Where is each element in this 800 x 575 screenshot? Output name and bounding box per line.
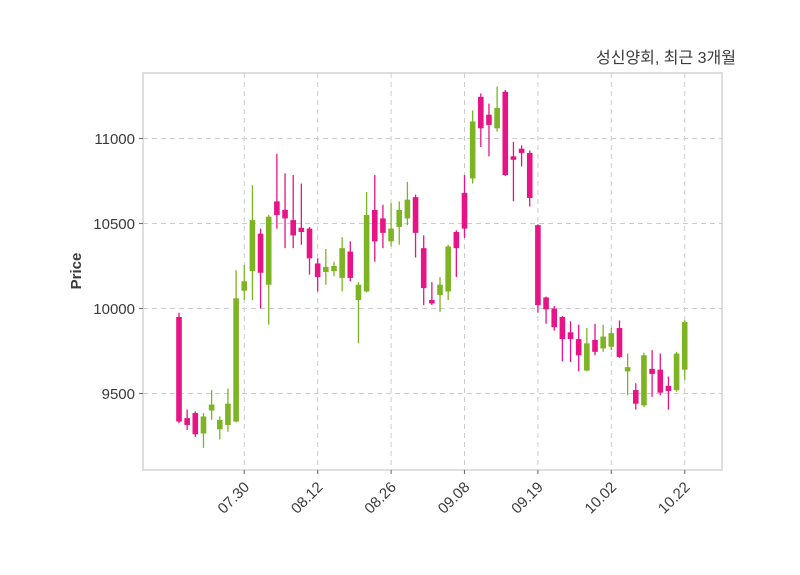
candle-body-down <box>420 248 427 289</box>
candle-body-down <box>551 308 558 328</box>
candle-body-up <box>241 281 248 291</box>
candle-body-down <box>592 339 598 352</box>
y-tick-label: 10500 <box>93 216 135 233</box>
x-tick-label: 10.02 <box>582 479 621 518</box>
candle-body-up <box>681 322 688 370</box>
y-tick-label: 10000 <box>93 301 135 318</box>
candle-body-down <box>347 251 354 278</box>
candle-body-up <box>469 121 476 179</box>
plot-border <box>142 72 723 471</box>
candle-body-down <box>298 227 305 232</box>
candle-body-down <box>282 209 288 219</box>
candle-body-up <box>584 343 590 371</box>
candle-body-up <box>600 336 606 349</box>
candle-body-down <box>543 297 549 310</box>
candle-body-up <box>363 215 370 292</box>
candle-body-down <box>380 218 386 233</box>
y-axis-label: Price <box>68 252 85 290</box>
x-tick-label: 09.19 <box>508 479 547 518</box>
candle-body-up <box>624 367 631 372</box>
candle-body-up <box>233 298 239 422</box>
candle-body-down <box>274 201 280 215</box>
y-tick-label: 11000 <box>94 131 135 148</box>
candle-body-down <box>306 228 313 259</box>
x-tick-label: 08.12 <box>288 479 327 518</box>
candle-body-up <box>404 199 411 219</box>
candle-body-down <box>486 114 492 125</box>
candle-body-down <box>502 91 509 176</box>
candle-body-down <box>518 148 525 153</box>
candle-body-down <box>412 197 419 233</box>
candle-body-up <box>494 107 500 129</box>
candle-body-down <box>176 317 182 422</box>
candle-body-down <box>478 96 484 129</box>
candle-body-down <box>371 209 378 242</box>
candle-body-up <box>323 266 329 272</box>
candle-body-up <box>265 216 272 285</box>
candle-body-down <box>616 328 623 357</box>
candle-body-down <box>535 225 541 306</box>
candle-body-down <box>632 390 639 404</box>
candle-body-up <box>396 209 403 227</box>
candle-body-down <box>184 418 190 425</box>
candle-body-down <box>290 220 296 236</box>
candle-body-up <box>208 404 215 411</box>
candle-body-down <box>314 263 321 278</box>
candle-body-down <box>429 300 435 304</box>
candle-body-down <box>461 192 468 229</box>
candle-body-up <box>249 220 256 272</box>
candle-body-up <box>225 403 231 425</box>
candle-body-up <box>331 266 337 272</box>
candle-body-down <box>510 156 517 160</box>
candle-body-up <box>608 333 615 347</box>
candle-body-up <box>200 416 207 434</box>
candle-body-down <box>257 233 264 273</box>
candle-body-up <box>641 355 647 406</box>
candle-body-down <box>192 413 199 435</box>
x-tick-label: 10.22 <box>655 479 694 518</box>
x-tick-label: 07.30 <box>215 479 254 518</box>
candle-body-down <box>575 339 582 356</box>
candle-body-up <box>388 228 394 242</box>
candle-body-down <box>649 368 655 374</box>
candle-body-up <box>673 353 680 391</box>
y-tick-label: 9500 <box>102 386 135 403</box>
candle-body-down <box>559 317 566 340</box>
candle-body-down <box>665 385 672 391</box>
chart-title: 성신양회, 최근 3개월 <box>596 50 736 67</box>
candle-body-up <box>216 419 223 430</box>
x-tick-label: 09.08 <box>435 479 474 518</box>
candle-body-up <box>355 284 362 300</box>
candle-body-up <box>437 284 443 295</box>
candle-body-down <box>526 152 533 198</box>
x-tick-label: 08.26 <box>361 479 400 518</box>
candle-body-down <box>567 332 574 340</box>
candle-body-up <box>339 248 345 278</box>
candle-body-down <box>657 369 664 393</box>
candle-body-down <box>453 232 460 249</box>
candle-body-up <box>445 246 451 292</box>
